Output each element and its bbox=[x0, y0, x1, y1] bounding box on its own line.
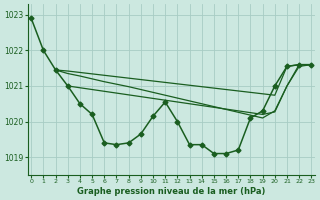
X-axis label: Graphe pression niveau de la mer (hPa): Graphe pression niveau de la mer (hPa) bbox=[77, 187, 266, 196]
